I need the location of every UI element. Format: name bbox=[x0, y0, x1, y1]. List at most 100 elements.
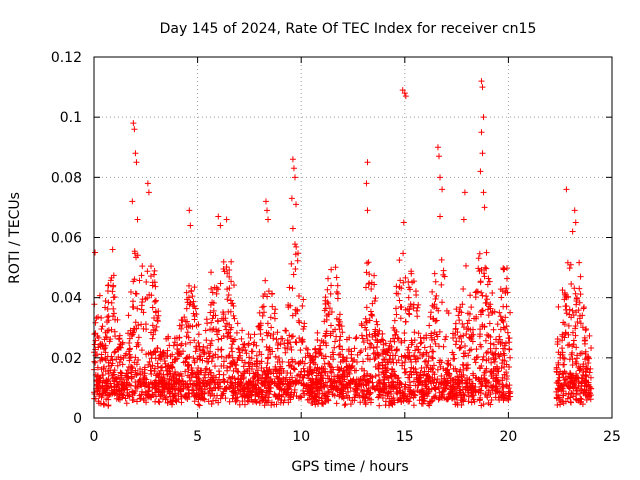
data-point bbox=[295, 250, 302, 257]
data-point-peak bbox=[288, 195, 295, 202]
data-point bbox=[210, 300, 217, 307]
data-point bbox=[183, 324, 190, 331]
data-point bbox=[240, 363, 247, 370]
data-point bbox=[582, 327, 589, 334]
data-point bbox=[182, 368, 189, 375]
data-point bbox=[391, 327, 398, 334]
data-point bbox=[211, 363, 218, 370]
y-tick-label: 0.04 bbox=[51, 291, 82, 307]
data-point bbox=[556, 394, 563, 401]
data-point bbox=[358, 348, 365, 355]
data-point bbox=[348, 363, 355, 370]
data-point bbox=[390, 378, 397, 385]
data-point bbox=[488, 359, 495, 366]
data-point bbox=[407, 368, 414, 375]
data-point bbox=[572, 332, 579, 339]
data-point bbox=[372, 326, 379, 333]
data-point bbox=[176, 334, 183, 341]
data-point bbox=[414, 313, 421, 320]
data-point bbox=[398, 285, 405, 292]
data-point bbox=[503, 323, 510, 330]
data-point bbox=[268, 324, 275, 331]
data-point bbox=[467, 326, 474, 333]
data-point bbox=[362, 315, 369, 322]
data-point bbox=[490, 382, 497, 389]
data-point bbox=[191, 398, 198, 405]
data-point bbox=[423, 372, 430, 379]
data-point bbox=[501, 266, 508, 273]
data-point bbox=[172, 356, 179, 363]
data-point bbox=[579, 375, 586, 382]
data-point bbox=[412, 392, 419, 399]
data-point bbox=[285, 381, 292, 388]
data-point bbox=[323, 316, 330, 323]
data-point bbox=[253, 358, 260, 365]
data-point bbox=[476, 386, 483, 393]
data-point bbox=[344, 366, 351, 373]
data-point bbox=[473, 374, 480, 381]
data-point bbox=[454, 329, 461, 336]
data-point bbox=[166, 388, 173, 395]
data-point bbox=[417, 372, 424, 379]
data-point bbox=[130, 396, 137, 403]
data-point-peak bbox=[264, 207, 271, 214]
data-point bbox=[200, 349, 207, 356]
data-point bbox=[462, 386, 469, 393]
data-point bbox=[272, 353, 279, 360]
data-point bbox=[91, 341, 98, 348]
data-point bbox=[133, 325, 140, 332]
data-point bbox=[484, 331, 491, 338]
data-point bbox=[317, 374, 324, 381]
data-point bbox=[358, 332, 365, 339]
data-point bbox=[302, 354, 309, 361]
data-point bbox=[583, 396, 590, 403]
data-point bbox=[360, 339, 367, 346]
chart-title: Day 145 of 2024, Rate Of TEC Index for r… bbox=[160, 21, 537, 37]
data-point bbox=[183, 394, 189, 401]
data-point bbox=[460, 332, 467, 339]
data-point bbox=[559, 385, 566, 392]
data-point bbox=[262, 392, 269, 399]
data-point bbox=[267, 384, 274, 391]
data-point bbox=[193, 311, 200, 318]
data-point bbox=[376, 362, 383, 369]
data-point bbox=[328, 309, 335, 316]
data-point bbox=[119, 361, 126, 368]
data-point bbox=[105, 370, 112, 377]
data-point bbox=[269, 303, 276, 310]
data-point bbox=[483, 383, 490, 390]
y-tick-label: 0.08 bbox=[51, 170, 82, 186]
data-point bbox=[162, 360, 169, 367]
data-point bbox=[484, 306, 491, 313]
data-point bbox=[367, 389, 374, 396]
data-point bbox=[436, 394, 443, 401]
data-point bbox=[306, 352, 313, 359]
data-point bbox=[208, 269, 215, 276]
data-point bbox=[260, 303, 267, 310]
data-point bbox=[345, 388, 352, 395]
data-point bbox=[572, 290, 579, 297]
data-point bbox=[346, 394, 353, 401]
data-point bbox=[199, 395, 206, 402]
data-point bbox=[506, 339, 513, 346]
data-point bbox=[388, 347, 395, 354]
data-point bbox=[485, 400, 492, 407]
data-point bbox=[566, 341, 573, 348]
data-point bbox=[501, 352, 508, 359]
data-point bbox=[475, 255, 482, 262]
data-point bbox=[335, 316, 342, 323]
data-point bbox=[241, 341, 248, 348]
data-point bbox=[280, 380, 287, 387]
data-point bbox=[300, 374, 307, 381]
data-point bbox=[389, 366, 396, 373]
data-point bbox=[241, 388, 248, 395]
data-point bbox=[379, 330, 386, 337]
data-point bbox=[368, 286, 375, 293]
data-point bbox=[488, 309, 495, 316]
data-point bbox=[249, 348, 256, 355]
data-point bbox=[442, 336, 449, 343]
data-point-peak bbox=[439, 186, 446, 193]
data-point bbox=[253, 352, 260, 359]
data-point bbox=[152, 297, 159, 304]
data-point bbox=[258, 364, 265, 371]
